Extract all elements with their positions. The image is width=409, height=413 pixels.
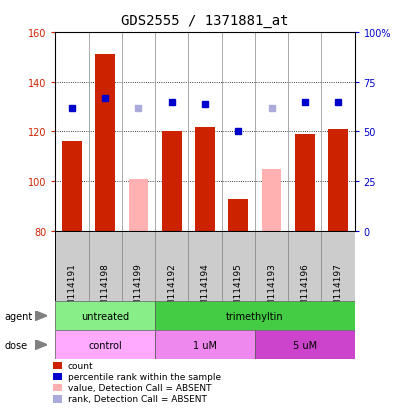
Bar — [188, 231, 221, 301]
Text: rank, Detection Call = ABSENT: rank, Detection Call = ABSENT — [67, 394, 206, 404]
Bar — [195, 127, 214, 231]
Text: trimethyltin: trimethyltin — [225, 311, 283, 321]
Text: GSM114198: GSM114198 — [101, 263, 110, 318]
Text: agent: agent — [4, 311, 32, 321]
Bar — [88, 231, 121, 301]
Bar — [327, 130, 347, 231]
Bar — [254, 330, 354, 359]
Bar — [254, 231, 288, 301]
Text: percentile rank within the sample: percentile rank within the sample — [67, 372, 220, 381]
Bar — [55, 231, 88, 301]
Bar — [288, 231, 321, 301]
Bar — [155, 231, 188, 301]
Bar — [62, 142, 82, 231]
Text: value, Detection Call = ABSENT: value, Detection Call = ABSENT — [67, 383, 211, 392]
Text: 5 uM: 5 uM — [292, 340, 316, 350]
Text: count: count — [67, 361, 93, 370]
Bar — [221, 231, 254, 301]
Text: GSM114196: GSM114196 — [299, 263, 308, 318]
Polygon shape — [35, 311, 47, 321]
Bar — [55, 330, 155, 359]
Text: GDS2555 / 1371881_at: GDS2555 / 1371881_at — [121, 14, 288, 28]
Bar — [128, 179, 148, 231]
Text: GSM114194: GSM114194 — [200, 263, 209, 318]
Bar — [95, 55, 115, 231]
Bar — [121, 231, 155, 301]
Bar — [321, 231, 354, 301]
Text: dose: dose — [4, 340, 27, 350]
Text: untreated: untreated — [81, 311, 129, 321]
Text: GSM114192: GSM114192 — [167, 263, 176, 318]
Bar — [294, 135, 314, 231]
Bar — [162, 132, 181, 231]
Bar — [155, 330, 254, 359]
Text: GSM114191: GSM114191 — [67, 263, 76, 318]
Polygon shape — [35, 340, 47, 350]
Text: control: control — [88, 340, 122, 350]
Bar — [228, 199, 247, 231]
Text: GSM114195: GSM114195 — [233, 263, 242, 318]
Text: GSM114197: GSM114197 — [333, 263, 342, 318]
Bar — [55, 301, 155, 330]
Bar — [155, 301, 354, 330]
Text: 1 uM: 1 uM — [193, 340, 216, 350]
Bar — [261, 169, 281, 231]
Text: GSM114193: GSM114193 — [266, 263, 275, 318]
Text: GSM114199: GSM114199 — [134, 263, 143, 318]
